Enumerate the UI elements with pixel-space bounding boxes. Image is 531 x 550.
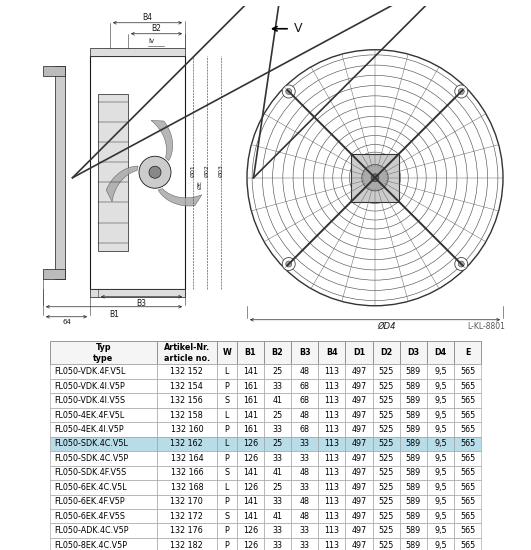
Text: ØD4: ØD4 [378, 322, 396, 331]
Circle shape [282, 257, 295, 271]
Circle shape [458, 89, 464, 95]
Bar [90, 56, 185, 289]
Polygon shape [106, 166, 138, 202]
Circle shape [371, 174, 379, 182]
Polygon shape [158, 189, 202, 206]
Circle shape [458, 261, 464, 267]
Text: 64: 64 [62, 319, 71, 324]
Text: B2: B2 [151, 24, 161, 33]
Bar [351, 154, 399, 202]
Bar [90, 289, 185, 297]
Bar [55, 66, 65, 279]
Text: Ø03: Ø03 [218, 164, 224, 177]
Bar [43, 66, 65, 76]
Text: lv: lv [149, 38, 155, 44]
Circle shape [139, 156, 171, 188]
Text: L-KL-8801: L-KL-8801 [467, 322, 505, 331]
Bar [98, 94, 128, 251]
Circle shape [455, 257, 468, 271]
Bar [43, 269, 65, 279]
Circle shape [149, 166, 161, 178]
Circle shape [286, 89, 292, 95]
Circle shape [286, 261, 292, 267]
Circle shape [362, 164, 388, 191]
Text: V: V [294, 22, 303, 35]
Text: B1: B1 [109, 310, 119, 319]
Text: ØE: ØE [198, 180, 202, 189]
Circle shape [282, 85, 295, 98]
Text: Ø01: Ø01 [191, 164, 195, 177]
Text: B4: B4 [142, 13, 152, 22]
Circle shape [455, 85, 468, 98]
Polygon shape [151, 120, 173, 161]
Text: B3: B3 [136, 299, 147, 308]
Text: Ø02: Ø02 [204, 164, 210, 177]
Bar [90, 48, 185, 56]
